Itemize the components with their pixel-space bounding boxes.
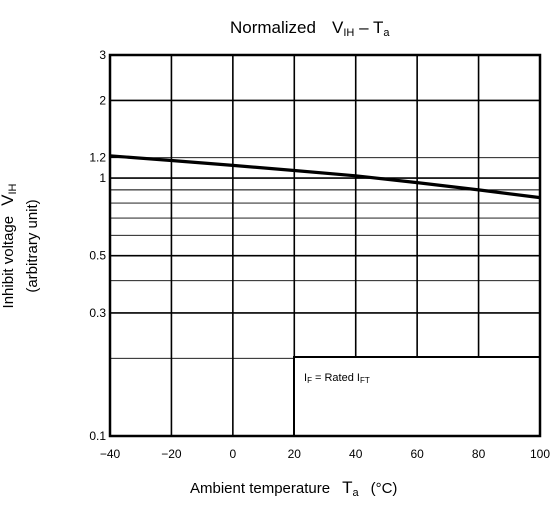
annotation-box bbox=[293, 356, 541, 437]
annotation-text: IF = Rated IFT bbox=[304, 372, 370, 385]
y-tick-label: 1 bbox=[99, 171, 106, 185]
x-tick-label: 20 bbox=[288, 447, 302, 461]
x-tick-label: 80 bbox=[472, 447, 486, 461]
x-tick-label: −40 bbox=[100, 447, 121, 461]
y-tick-label: 2 bbox=[99, 93, 106, 107]
x-tick-label: 100 bbox=[530, 447, 550, 461]
y-tick-label: 0.3 bbox=[89, 306, 106, 320]
x-tick-label: 0 bbox=[230, 447, 237, 461]
y-tick-label: 3 bbox=[99, 48, 106, 62]
x-axis-label: Ambient temperature Ta (°C) bbox=[190, 478, 398, 499]
x-tick-label: 60 bbox=[410, 447, 424, 461]
y-tick-label: 0.1 bbox=[89, 429, 106, 443]
y-tick-label: 1.2 bbox=[89, 151, 106, 165]
plot-frame bbox=[108, 53, 542, 438]
series-line bbox=[109, 154, 541, 200]
y-tick-label: 0.5 bbox=[89, 249, 106, 263]
x-tick-label: 40 bbox=[349, 447, 363, 461]
x-tick-label: −20 bbox=[161, 447, 182, 461]
chart-title: Normalized VIH – Ta bbox=[230, 18, 390, 39]
